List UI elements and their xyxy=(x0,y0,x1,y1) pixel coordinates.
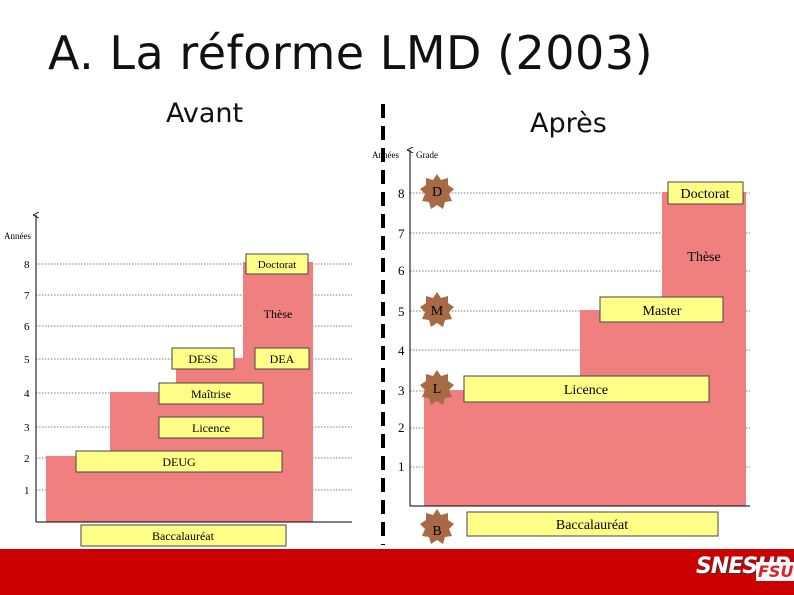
grade-b-label: B xyxy=(432,524,441,539)
before-panel: Années 1 2 3 4 5 6 7 8 Baccalauréat DEUG… xyxy=(4,215,352,547)
after-licence-label: Licence xyxy=(564,383,608,398)
heading-after: Après xyxy=(530,108,607,139)
snesup-logo: SNESUP FSU xyxy=(694,550,794,590)
scroll-after-licence: Licence xyxy=(463,375,710,403)
after-axis-years-label: Années xyxy=(372,150,399,160)
after-axis-grade-label: Grade xyxy=(416,150,438,160)
before-tick-3: 3 xyxy=(24,422,30,434)
after-tick-labels: 1 2 3 4 5 6 7 8 xyxy=(398,186,405,474)
scroll-before-maitrise: Maîtrise xyxy=(158,382,264,405)
grade-star-m: M xyxy=(420,292,454,327)
after-tick-4: 4 xyxy=(398,343,405,358)
scroll-before-deug: DEUG xyxy=(75,450,283,473)
after-tick-8: 8 xyxy=(398,186,405,201)
scroll-after-doctorat: Doctorat xyxy=(667,181,744,205)
scroll-after-master: Master xyxy=(599,296,724,323)
before-tick-8: 8 xyxy=(24,259,30,271)
page-title: A. La réforme LMD (2003) xyxy=(48,26,654,80)
scroll-before-dess: DESS xyxy=(171,347,235,370)
before-tick-labels: 1 2 3 4 5 6 7 8 xyxy=(24,259,30,497)
after-tick-1: 1 xyxy=(398,459,405,474)
grade-star-b: B xyxy=(420,509,454,544)
after-tick-3: 3 xyxy=(398,383,405,398)
before-tick-1: 1 xyxy=(24,485,30,497)
after-these-label: Thèse xyxy=(687,250,720,265)
after-tick-5: 5 xyxy=(398,304,405,319)
after-tick-6: 6 xyxy=(398,263,405,278)
before-tick-4: 4 xyxy=(24,388,30,400)
grade-star-l: L xyxy=(420,370,454,405)
before-bac-label: Baccalauréat xyxy=(152,529,215,543)
before-tick-6: 6 xyxy=(24,321,30,333)
after-tick-2: 2 xyxy=(398,420,405,435)
grade-m-label: M xyxy=(431,304,444,319)
scroll-after-bac: Baccalauréat xyxy=(466,511,719,537)
after-step-area xyxy=(424,192,746,506)
before-deug-label: DEUG xyxy=(162,455,196,469)
after-doctorat-label: Doctorat xyxy=(681,187,730,202)
before-axis-label: Années xyxy=(4,231,31,241)
before-doctorat-label: Doctorat xyxy=(258,259,296,271)
grade-star-d: D xyxy=(420,174,454,209)
scroll-before-licence: Licence xyxy=(158,416,264,439)
before-dea-label: DEA xyxy=(270,352,295,366)
before-tick-2: 2 xyxy=(24,453,30,465)
before-tick-5: 5 xyxy=(24,354,30,366)
heading-before: Avant xyxy=(166,98,244,129)
before-tick-7: 7 xyxy=(24,290,30,302)
before-dess-label: DESS xyxy=(188,352,217,366)
before-licence-label: Licence xyxy=(192,421,230,435)
scroll-before-dea: DEA xyxy=(254,347,310,370)
before-these-label: Thèse xyxy=(264,307,293,321)
footer-band xyxy=(0,549,794,595)
logo-sub-text: FSU xyxy=(756,562,794,581)
after-tick-7: 7 xyxy=(398,226,405,241)
after-master-label: Master xyxy=(643,304,682,319)
before-maitrise-label: Maîtrise xyxy=(191,387,231,401)
scroll-before-bac: Baccalauréat xyxy=(80,524,287,547)
after-panel: Années Grade 1 2 3 4 5 6 7 8 D M L B xyxy=(372,150,750,544)
grade-d-label: D xyxy=(432,185,442,200)
scroll-before-doctorat: Doctorat xyxy=(245,253,309,275)
grade-l-label: L xyxy=(433,382,442,397)
after-bac-label: Baccalauréat xyxy=(556,518,628,533)
